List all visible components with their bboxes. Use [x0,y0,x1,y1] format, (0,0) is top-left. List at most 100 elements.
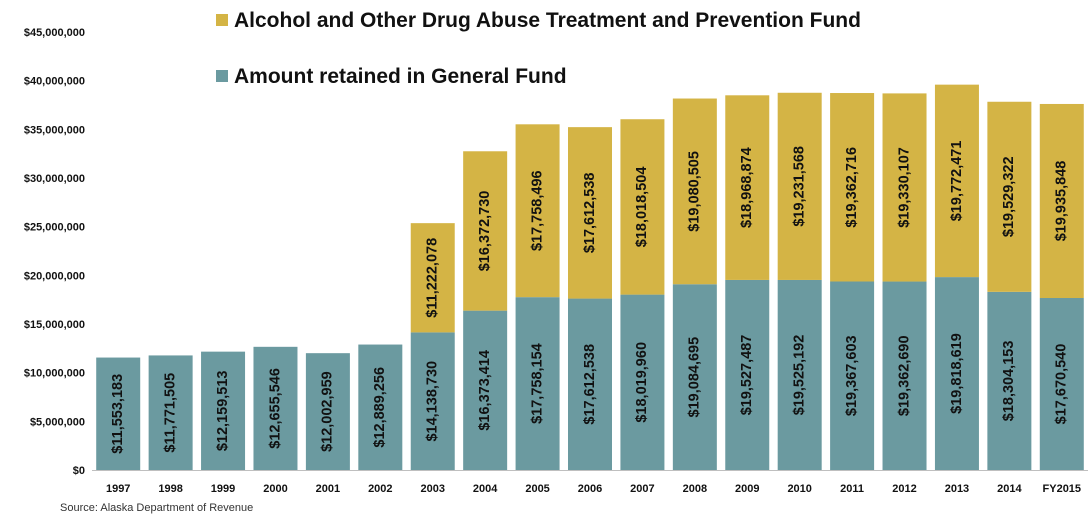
data-label: $12,002,959 [320,371,336,452]
y-axis: $0 $5,000,000 $10,000,000 $15,000,000 $20,00… [24,27,85,477]
y-tick-label: $30,000,000 [24,173,85,185]
data-label: $18,019,960 [634,342,650,423]
legend: Alcohol and Other Drug Abuse Treatment a… [216,9,861,88]
x-tick-label: 2013 [945,483,969,495]
data-label: $14,138,730 [425,361,441,442]
bar-general-fund [725,279,770,470]
bar-treatment-fund [1039,103,1084,299]
bar-treatment-fund [777,92,822,280]
data-label: $12,655,546 [267,368,283,449]
data-label: $18,018,504 [634,167,650,248]
data-label: $11,771,505 [162,373,178,453]
source-note: Source: Alaska Department of Revenue [60,502,254,514]
x-tick-label: 2007 [630,483,654,495]
y-tick-label: $40,000,000 [24,76,85,88]
bar-general-fund [358,344,403,470]
x-tick-label: 1998 [158,483,182,495]
data-label: $19,935,848 [1054,161,1070,242]
x-tick-label: 2002 [368,483,392,495]
bar-general-fund [305,353,350,470]
data-label: $19,080,505 [687,151,703,232]
bar-treatment-fund [934,84,979,278]
bar-general-fund [882,281,927,470]
y-tick-label: $0 [73,465,85,477]
data-label: $18,968,874 [739,147,755,228]
bar-general-fund [463,310,508,470]
bar-general-fund [568,298,612,470]
bar-general-fund [830,281,875,470]
x-tick-label: 2011 [840,483,864,495]
bars [96,84,1084,470]
bar-treatment-fund [568,127,612,299]
x-tick-label: 2001 [316,483,340,495]
data-label: $17,612,538 [582,173,598,254]
data-label: $11,553,183 [110,374,126,454]
bar-treatment-fund [830,93,875,282]
y-tick-label: $10,000,000 [24,368,85,380]
y-tick-label: $5,000,000 [30,416,85,428]
bar-general-fund [1039,298,1084,470]
x-tick-label: 2010 [787,483,811,495]
data-label: $16,373,414 [477,350,493,431]
legend-label: Amount retained in General Fund [234,65,567,88]
y-tick-label: $35,000,000 [24,124,85,136]
data-label: $17,670,540 [1054,344,1070,425]
bar-general-fund [987,291,1032,470]
y-tick-label: $45,000,000 [24,27,85,39]
bar-general-fund [201,351,246,470]
data-label: $11,222,078 [425,238,441,318]
data-label: $18,304,153 [1001,341,1017,422]
data-label: $17,758,154 [529,343,545,424]
x-tick-label: 2003 [420,483,444,495]
data-label: $19,527,487 [739,335,755,416]
bar-treatment-fund [987,101,1032,292]
data-label: $12,159,513 [215,371,231,452]
data-label: $17,758,496 [529,170,545,251]
bar-treatment-fund [515,124,560,298]
bar-general-fund [410,332,455,470]
bar-general-fund [515,297,560,470]
data-label: $19,367,603 [844,335,860,416]
data-label: $12,889,256 [372,367,388,448]
x-tick-label: 1997 [106,483,130,495]
x-tick-label: 2006 [578,483,602,495]
data-label: $17,612,538 [582,344,598,425]
bar-general-fund [672,284,717,470]
data-label: $19,362,690 [896,335,912,416]
legend-swatch [216,14,228,26]
data-labels: $11,553,183 $11,771,505 $12,159,513 $12,655… [110,141,1070,454]
bar-general-fund [96,357,141,470]
data-label: $19,525,192 [792,335,808,416]
bar-treatment-fund [620,119,665,295]
bar-treatment-fund [410,223,455,333]
x-axis: 1997 1998 1999 2000 2001 2002 2003 2004 2005 2006… [92,470,1088,495]
x-tick-label: 2000 [263,483,287,495]
data-label: $19,772,471 [949,141,965,222]
y-tick-label: $20,000,000 [24,270,85,282]
x-tick-label: 2014 [997,483,1022,495]
x-tick-label: 2012 [892,483,916,495]
bar-treatment-fund [882,93,927,282]
bar-treatment-fund [725,95,770,280]
x-tick-label: 2005 [525,483,549,495]
stacked-bar-chart: Alcohol and Other Drug Abuse Treatment a… [24,9,1088,495]
data-label: $19,362,716 [844,147,860,228]
legend-swatch [216,70,228,82]
y-tick-label: $15,000,000 [24,319,85,331]
data-label: $19,818,619 [949,333,965,414]
x-tick-label: FY2015 [1043,483,1082,495]
bar-general-fund [934,277,979,470]
data-label: $19,330,107 [896,147,912,228]
data-label: $19,231,568 [792,146,808,227]
data-label: $19,529,322 [1001,156,1017,237]
x-tick-label: 1999 [211,483,235,495]
x-tick-label: 2009 [735,483,759,495]
data-label: $16,372,730 [477,191,493,272]
y-tick-label: $25,000,000 [24,222,85,234]
bar-general-fund [253,346,298,470]
bar-general-fund [148,355,193,470]
x-tick-label: 2008 [683,483,707,495]
data-label: $19,084,695 [687,337,703,418]
bar-general-fund [620,294,665,470]
x-tick-label: 2004 [473,483,498,495]
